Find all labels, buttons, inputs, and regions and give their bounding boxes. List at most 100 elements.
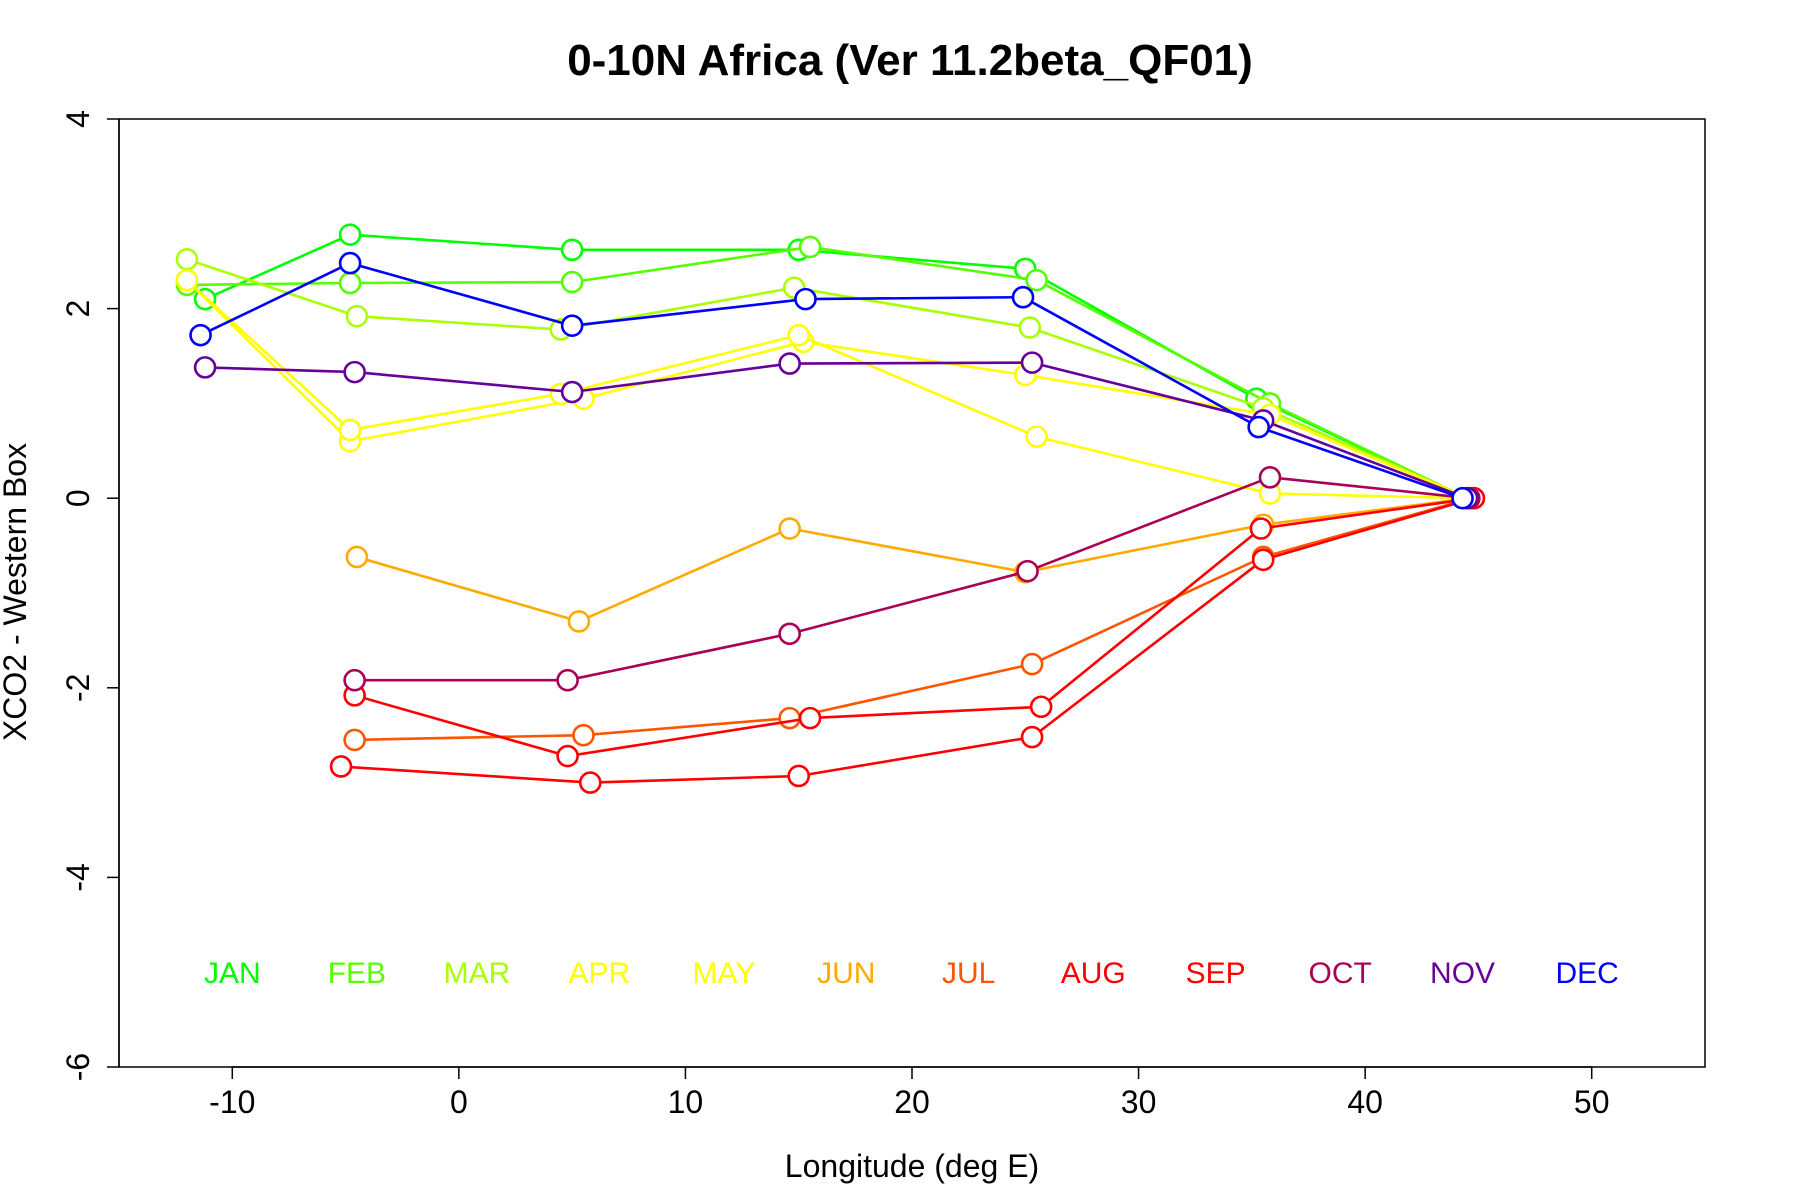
series-jun — [345, 486, 1481, 633]
data-point — [556, 668, 579, 692]
x-axis: -10 0 10 20 30 40 50 — [209, 1066, 1610, 1120]
series-may — [175, 268, 1481, 510]
y-tick-label: 0 — [60, 489, 96, 507]
y-axis-title: XCO2 - Western Box — [0, 443, 33, 741]
x-tick-label: 10 — [668, 1084, 704, 1120]
y-tick-label: -4 — [60, 863, 96, 891]
series-aug — [343, 486, 1486, 768]
data-point — [338, 251, 362, 275]
legend-label-apr: APR — [568, 957, 630, 990]
data-point — [338, 223, 362, 246]
series-oct — [343, 466, 1481, 692]
data-point — [338, 418, 362, 442]
legend-label-dec: DEC — [1556, 957, 1619, 990]
data-point — [778, 517, 801, 540]
legend-label-sep: SEP — [1186, 957, 1246, 990]
data-point — [778, 622, 801, 646]
series-mar — [175, 248, 1481, 510]
legend-label-nov: NOV — [1430, 957, 1495, 990]
series-line-aug — [354, 496, 1475, 758]
data-point — [1451, 486, 1474, 510]
legend-label-may: MAY — [693, 957, 756, 990]
month-legend: JAN FEB MAR APR MAY JUN JUL AUG SEP OCT NOV DEC — [204, 957, 1619, 990]
data-point — [567, 610, 591, 633]
x-tick-label: 30 — [1121, 1084, 1157, 1120]
data-point — [1251, 548, 1275, 572]
data-point — [189, 323, 212, 347]
chart-title: 0-10N Africa (Ver 11.2beta_QF01) — [567, 36, 1253, 85]
series-jan — [193, 223, 1479, 510]
series-dec — [189, 251, 1474, 510]
series-line-sep — [340, 496, 1475, 784]
data-point — [345, 545, 369, 569]
x-axis-title: Longitude (deg E) — [785, 1148, 1039, 1184]
data-point — [343, 360, 366, 384]
y-tick-label: 2 — [60, 300, 96, 318]
legend-label-jun: JUN — [817, 957, 875, 990]
y-tick-label: -6 — [60, 1053, 96, 1081]
x-tick-label: 20 — [894, 1084, 930, 1120]
data-point — [1025, 425, 1048, 448]
series-line-feb — [186, 245, 1468, 500]
x-tick-label: 50 — [1574, 1084, 1610, 1120]
data-point — [1249, 517, 1273, 540]
data-point — [1029, 695, 1053, 719]
data-point — [787, 323, 811, 347]
x-tick-label: -10 — [209, 1084, 255, 1120]
data-point — [787, 764, 811, 788]
legend-label-jan: JAN — [204, 957, 261, 990]
data-point — [778, 352, 801, 375]
data-point — [560, 270, 584, 294]
data-point — [343, 668, 366, 692]
data-point — [1020, 351, 1044, 374]
data-point — [329, 755, 353, 778]
data-point — [560, 380, 584, 404]
x-tick-label: 0 — [450, 1084, 468, 1120]
data-point — [778, 706, 801, 730]
data-point — [175, 268, 199, 292]
data-point — [794, 287, 817, 311]
series-line-dec — [200, 261, 1464, 500]
series-line-apr — [186, 279, 1470, 500]
series-line-may — [186, 279, 1470, 500]
data-point — [572, 723, 595, 747]
data-point — [175, 248, 199, 271]
legend-label-feb: FEB — [328, 957, 386, 990]
data-point — [1258, 466, 1282, 489]
data-point — [1011, 285, 1035, 309]
series-line-jul — [354, 496, 1472, 742]
series-line-jun — [356, 496, 1470, 623]
y-axis: -6 -4 -2 0 2 4 — [60, 110, 120, 1081]
data-point — [1020, 725, 1044, 749]
data-point — [338, 271, 362, 295]
legend-label-oct: OCT — [1309, 957, 1372, 990]
data-point — [193, 356, 217, 379]
series-apr — [175, 268, 1481, 510]
data-point — [345, 304, 369, 328]
legend-label-mar: MAR — [444, 957, 511, 990]
data-point — [560, 238, 584, 262]
data-point — [560, 314, 584, 337]
x-tick-label: 40 — [1347, 1084, 1383, 1120]
data-point — [1016, 559, 1039, 583]
y-tick-label: 4 — [60, 110, 96, 128]
data-point — [1025, 268, 1048, 292]
data-point — [1020, 652, 1044, 676]
data-point — [1018, 316, 1042, 339]
series-jul — [343, 486, 1483, 752]
data-point — [1247, 415, 1270, 439]
legend-label-jul: JUL — [942, 957, 995, 990]
series-line-jan — [204, 233, 1468, 500]
legend-label-aug: AUG — [1061, 957, 1126, 990]
data-point — [798, 235, 822, 259]
series-line-oct — [354, 475, 1470, 682]
series-line-mar — [186, 258, 1470, 500]
data-point — [556, 744, 579, 768]
series-nov — [193, 351, 1479, 510]
series-sep — [329, 486, 1486, 794]
y-tick-label: -2 — [60, 674, 96, 702]
data-point — [343, 728, 366, 752]
series-layer — [175, 223, 1486, 794]
